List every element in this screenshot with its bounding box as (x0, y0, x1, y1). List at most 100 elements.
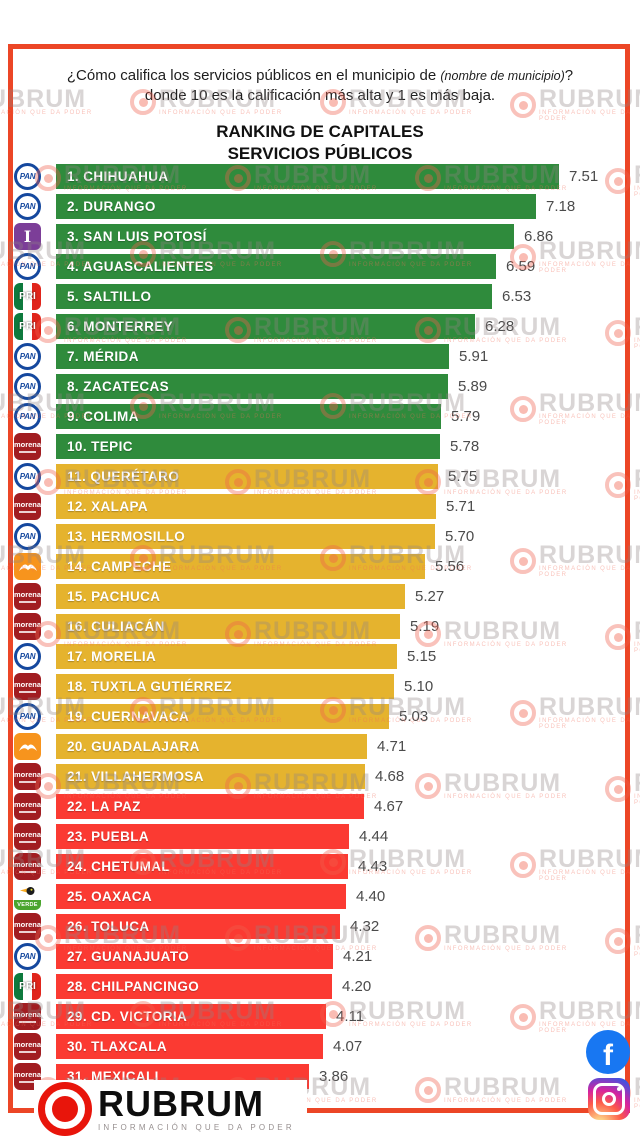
ranking-row: PAN 13. HERMOSILLO 5.70 (12, 523, 632, 553)
instagram-camera-body (593, 1083, 625, 1115)
ranking-row: morena 23. PUEBLA 4.44 (12, 823, 632, 853)
city-label: 19. CUERNAVACA (67, 709, 190, 724)
rubrum-target-icon (38, 1082, 92, 1136)
ranking-bar: 17. MORELIA (56, 644, 397, 669)
facebook-glyph: f (603, 1039, 613, 1072)
score-value: 5.56 (435, 558, 465, 575)
city-label: 30. TLAXCALA (67, 1039, 168, 1054)
city-label: 7. MÉRIDA (67, 349, 139, 364)
ranking-bar: 12. XALAPA (56, 494, 436, 519)
score-value: 4.07 (333, 1038, 363, 1055)
city-label: 5. SALTILLO (67, 289, 152, 304)
ranking-bar: 10. TEPIC (56, 434, 440, 459)
city-label: 9. COLIMA (67, 409, 139, 424)
ranking-row: morena 29. CD. VICTORIA 4.11 (12, 1003, 632, 1033)
ranking-bar: 14. CAMPECHE (56, 554, 425, 579)
city-label: 13. HERMOSILLO (67, 529, 186, 544)
ranking-bar: 11. QUERÉTARO (56, 464, 438, 489)
ranking-row: morena 16. CULIACÁN 5.19 (12, 613, 632, 643)
ranking-bar: 30. TLAXCALA (56, 1034, 323, 1059)
score-value: 4.40 (356, 888, 386, 905)
rubrum-target-dot (52, 1096, 78, 1122)
ranking-row: morena 18. TUXTLA GUTIÉRREZ 5.10 (12, 673, 632, 703)
city-label: 23. PUEBLA (67, 829, 150, 844)
city-label: 10. TEPIC (67, 439, 133, 454)
ranking-row: morena 26. TOLUCA 4.32 (12, 913, 632, 943)
city-label: 26. TOLUCA (67, 919, 150, 934)
party-icon-morena: morena (14, 1033, 41, 1060)
city-label: 27. GUANAJUATO (67, 949, 190, 964)
rubrum-logo-text-block: RUBRUM INFORMACIÓN QUE DA PODER (98, 1085, 295, 1132)
party-icon-pan: PAN (14, 523, 41, 550)
party-icon-ind: I (14, 223, 41, 250)
city-label: 17. MORELIA (67, 649, 157, 664)
party-icon-morena: morena (14, 793, 41, 820)
score-value: 5.89 (458, 378, 488, 395)
ranking-row: PAN 4. AGUASCALIENTES 6.59 (12, 253, 632, 283)
city-label: 1. CHIHUAHUA (67, 169, 169, 184)
ranking-bar: 9. COLIMA (56, 404, 441, 429)
ranking-bar: 19. CUERNAVACA (56, 704, 389, 729)
ranking-row: PAN 9. COLIMA 5.79 (12, 403, 632, 433)
instagram-camera-lens (602, 1092, 616, 1106)
ranking-row: VERDE 25. OAXACA 4.40 (12, 883, 632, 913)
party-icon-morena: morena (14, 763, 41, 790)
ranking-bar: 18. TUXTLA GUTIÉRREZ (56, 674, 394, 699)
ranking-bar: 25. OAXACA (56, 884, 346, 909)
city-label: 8. ZACATECAS (67, 379, 170, 394)
ranking-row: PAN 27. GUANAJUATO 4.21 (12, 943, 632, 973)
ranking-bar: 5. SALTILLO (56, 284, 492, 309)
instagram-icon[interactable] (588, 1078, 630, 1120)
ranking-bar: 26. TOLUCA (56, 914, 340, 939)
city-label: 12. XALAPA (67, 499, 149, 514)
score-value: 6.53 (502, 288, 532, 305)
ranking-bar: 16. CULIACÁN (56, 614, 400, 639)
score-value: 5.79 (451, 408, 481, 425)
party-icon-pan: PAN (14, 463, 41, 490)
ranking-row: morena 12. XALAPA 5.71 (12, 493, 632, 523)
city-label: 14. CAMPECHE (67, 559, 172, 574)
party-icon-pan: PAN (14, 373, 41, 400)
party-icon-morena: morena (14, 1003, 41, 1030)
ranking-row: PAN 8. ZACATECAS 5.89 (12, 373, 632, 403)
question-text-end: ? donde 10 es la calificación más alta y… (144, 67, 574, 104)
ranking-row: PAN 19. CUERNAVACA 5.03 (12, 703, 632, 733)
facebook-icon[interactable]: f (586, 1030, 630, 1074)
ranking-bar: 7. MÉRIDA (56, 344, 449, 369)
question-placeholder-text: (nombre de municipio) (440, 69, 565, 83)
rubrum-logo: RUBRUM INFORMACIÓN QUE DA PODER (34, 1080, 307, 1136)
party-icon-pvem: VERDE (14, 883, 41, 910)
city-label: 6. MONTERREY (67, 319, 174, 334)
score-value: 5.70 (445, 528, 475, 545)
party-icon-pri: PRI (14, 313, 41, 340)
city-label: 29. CD. VICTORIA (67, 1009, 188, 1024)
survey-question: ¿Cómo califica los servicios públicos en… (55, 66, 585, 106)
ranking-row: PAN 11. QUERÉTARO 5.75 (12, 463, 632, 493)
party-icon-mc (14, 733, 41, 760)
city-label: 16. CULIACÁN (67, 619, 165, 634)
score-value: 4.71 (377, 738, 407, 755)
ranking-bar: 23. PUEBLA (56, 824, 349, 849)
city-label: 24. CHETUMAL (67, 859, 171, 874)
party-icon-morena: morena (14, 853, 41, 880)
ranking-row: I 3. SAN LUIS POTOSÍ 6.86 (12, 223, 632, 253)
ranking-row: PRI 28. CHILPANCINGO 4.20 (12, 973, 632, 1003)
mc-eagle-icon (18, 563, 37, 571)
party-icon-morena: morena (14, 913, 41, 940)
score-value: 5.27 (415, 588, 445, 605)
ranking-row: morena 22. LA PAZ 4.67 (12, 793, 632, 823)
score-value: 4.11 (336, 1008, 365, 1025)
score-value: 5.91 (459, 348, 489, 365)
ranking-bar: 20. GUADALAJARA (56, 734, 367, 759)
city-label: 21. VILLAHERMOSA (67, 769, 204, 784)
score-value: 6.28 (485, 318, 515, 335)
city-label: 11. QUERÉTARO (67, 469, 180, 484)
ranking-row: PAN 2. DURANGO 7.18 (12, 193, 632, 223)
ranking-bar: 3. SAN LUIS POTOSÍ (56, 224, 514, 249)
score-value: 5.75 (448, 468, 478, 485)
city-label: 15. PACHUCA (67, 589, 161, 604)
mc-eagle-icon (18, 743, 37, 751)
city-label: 28. CHILPANCINGO (67, 979, 200, 994)
score-value: 5.10 (404, 678, 434, 695)
